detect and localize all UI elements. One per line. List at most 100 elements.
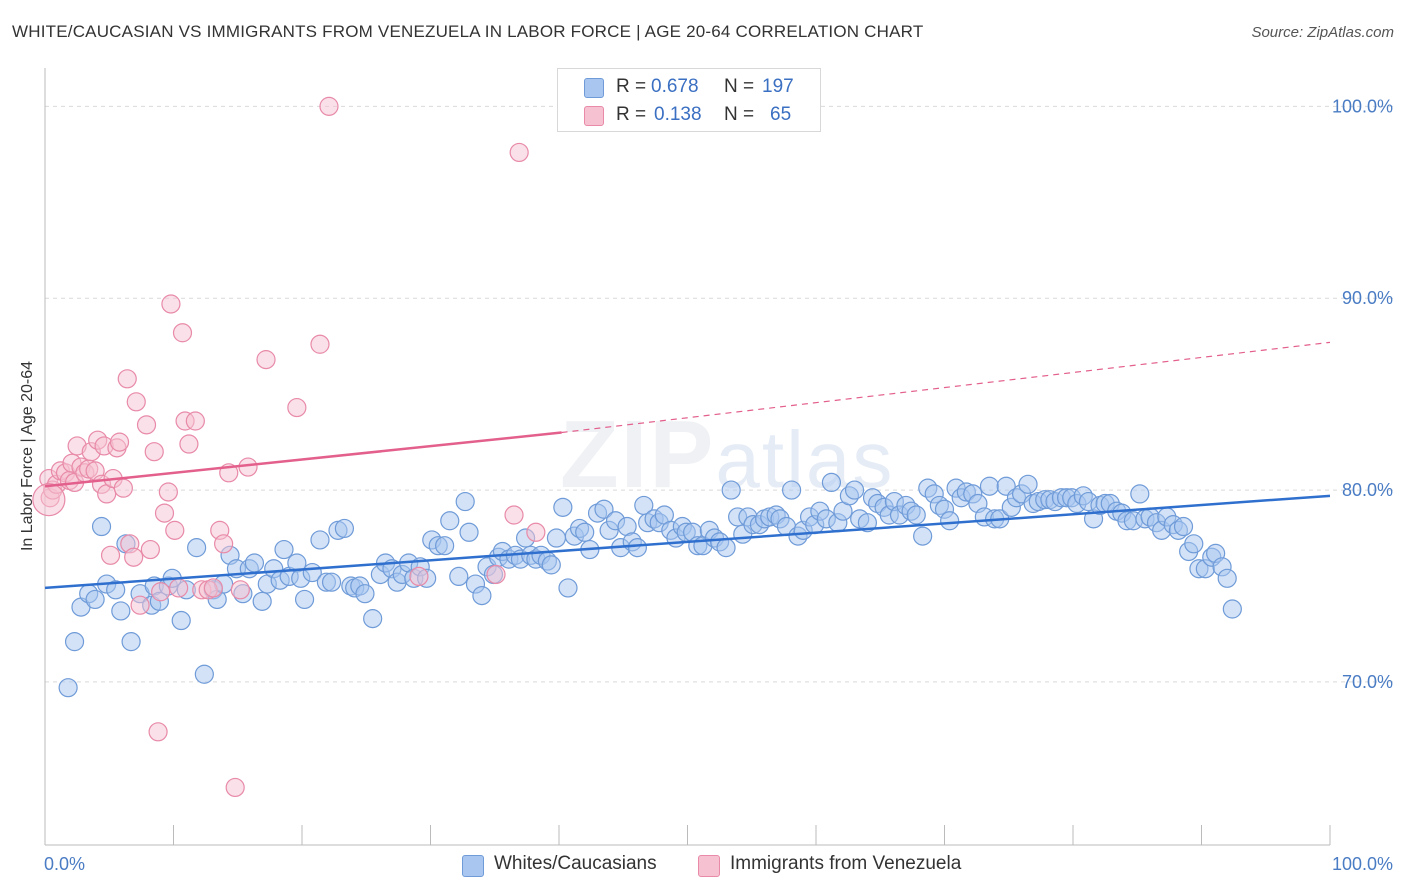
point-whites — [546, 528, 567, 548]
y-tick-label: 70.0% — [1342, 672, 1393, 692]
point-venezuela — [140, 539, 160, 560]
legend-swatch-venezuela — [698, 855, 720, 877]
point-whites — [64, 632, 85, 652]
point-venezuela — [486, 564, 506, 585]
point-whites — [321, 572, 342, 592]
point-whites — [171, 610, 191, 631]
point-venezuela — [179, 434, 199, 454]
data-points — [32, 96, 1242, 798]
point-whites — [716, 538, 736, 558]
trend-line-whites — [44, 494, 1331, 590]
point-whites — [940, 511, 960, 531]
point-venezuela — [158, 482, 178, 502]
point-whites — [310, 530, 330, 550]
stats-n-value: 65 — [770, 104, 792, 125]
legend-label-venezuela: Immigrants from Venezuela — [730, 853, 962, 874]
stats-swatch-venezuela — [584, 106, 604, 126]
point-venezuela — [100, 545, 121, 565]
point-whites — [91, 516, 112, 537]
point-venezuela — [136, 415, 157, 435]
point-whites — [627, 538, 647, 558]
point-whites — [1217, 568, 1237, 588]
stats-row-venezuela: R = 0.138 N = 65 — [558, 101, 820, 129]
point-whites — [187, 538, 207, 558]
point-whites — [821, 472, 842, 492]
stats-n-value: 197 — [762, 76, 794, 97]
point-whites — [58, 678, 78, 698]
stats-r-label: R = — [616, 76, 647, 97]
point-whites — [106, 580, 126, 600]
legend: Whites/Caucasians Immigrants from Venezu… — [0, 852, 1406, 878]
point-venezuela — [130, 595, 150, 615]
stats-n-label: N = — [724, 76, 755, 97]
point-whites — [363, 609, 383, 629]
point-venezuela — [509, 142, 529, 163]
point-whites — [85, 589, 105, 610]
trend-line-venezuela — [44, 431, 562, 488]
point-whites — [459, 522, 479, 542]
point-venezuela — [113, 478, 133, 498]
point-whites — [1173, 516, 1194, 537]
stats-swatch-whites — [584, 78, 604, 98]
point-whites — [541, 555, 561, 575]
point-whites — [844, 480, 865, 500]
point-whites — [244, 553, 265, 573]
y-tick-label: 100.0% — [1332, 96, 1393, 116]
stats-r-value: 0.678 — [651, 76, 699, 97]
x-tick-label: 100.0% — [1332, 854, 1393, 874]
point-whites — [334, 518, 355, 539]
point-whites — [274, 539, 294, 560]
point-whites — [455, 491, 475, 512]
point-whites — [558, 578, 578, 598]
y-tick-label: 80.0% — [1342, 480, 1393, 500]
point-venezuela — [144, 442, 164, 462]
point-whites — [594, 499, 614, 519]
point-venezuela — [169, 578, 189, 598]
point-whites — [575, 522, 595, 542]
point-whites — [252, 591, 272, 611]
point-whites — [721, 480, 741, 500]
point-whites — [472, 585, 492, 606]
point-whites — [857, 513, 878, 533]
point-venezuela — [225, 777, 245, 798]
stats-n-label: N = — [724, 104, 755, 125]
legend-label-whites: Whites/Caucasians — [494, 853, 657, 874]
stats-r-value: 0.138 — [654, 104, 702, 125]
point-whites — [913, 526, 933, 546]
point-whites — [121, 632, 141, 652]
legend-swatch-whites — [462, 855, 484, 877]
point-whites — [1222, 599, 1242, 619]
point-whites — [294, 589, 315, 610]
chart-title: WHITE/CAUCASIAN VS IMMIGRANTS FROM VENEZ… — [12, 22, 924, 41]
point-venezuela — [124, 547, 144, 567]
point-venezuela — [319, 96, 339, 116]
point-venezuela — [161, 294, 181, 314]
point-whites — [1184, 534, 1204, 554]
y-tick-label: 90.0% — [1342, 288, 1393, 308]
point-whites — [435, 536, 455, 556]
point-venezuela — [151, 582, 171, 602]
stats-box: R = 0.678 N = 197 R = 0.138 N = 65 — [557, 68, 821, 132]
point-venezuela — [230, 580, 250, 600]
point-venezuela — [109, 432, 130, 452]
point-venezuela — [172, 323, 193, 343]
point-whites — [111, 601, 131, 621]
point-venezuela — [185, 411, 205, 431]
point-venezuela — [165, 520, 185, 540]
source-attribution: Source: ZipAtlas.com — [1251, 24, 1394, 41]
point-whites — [1130, 484, 1150, 504]
stats-r-label: R = — [616, 104, 647, 125]
point-whites — [781, 480, 802, 500]
x-tick-label: 0.0% — [44, 854, 85, 874]
point-whites — [355, 584, 375, 604]
point-venezuela — [117, 369, 137, 389]
point-venezuela — [203, 578, 223, 598]
point-venezuela — [148, 722, 168, 742]
point-whites — [906, 505, 926, 525]
trend-extension-venezuela — [561, 341, 1331, 434]
point-venezuela — [154, 503, 175, 523]
point-whites — [440, 511, 460, 531]
stats-row-whites: R = 0.678 N = 197 — [558, 73, 820, 101]
point-whites — [449, 566, 469, 587]
